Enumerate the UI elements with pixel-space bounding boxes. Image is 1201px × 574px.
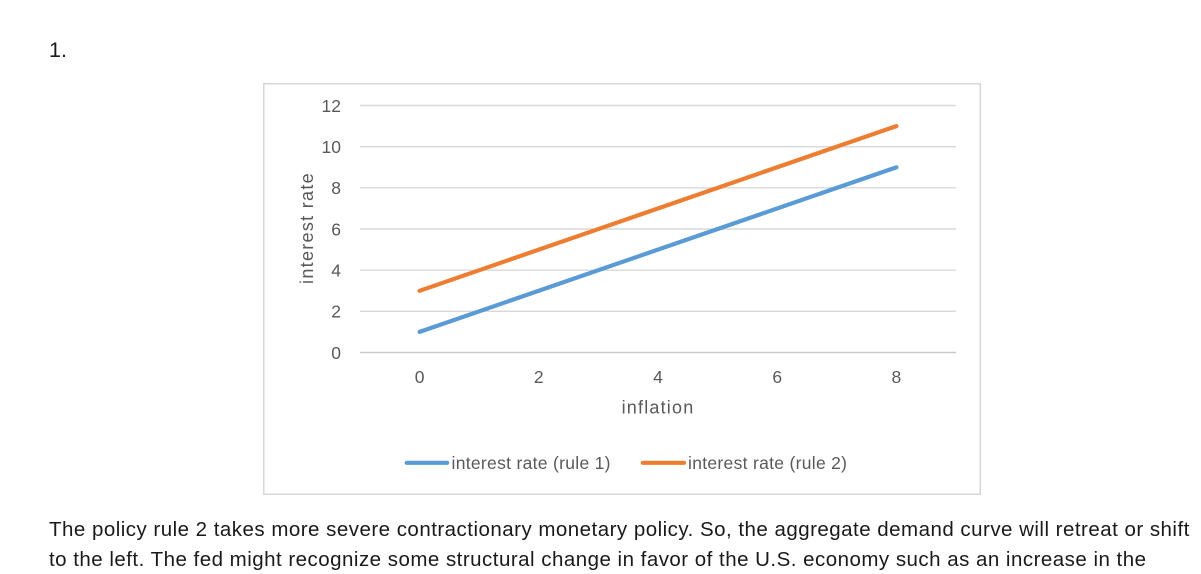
svg-text:8: 8 — [331, 178, 341, 198]
svg-text:6: 6 — [772, 367, 782, 387]
svg-text:6: 6 — [331, 219, 341, 239]
svg-text:inflation: inflation — [622, 398, 695, 418]
svg-text:12: 12 — [322, 96, 341, 116]
svg-text:10: 10 — [322, 137, 342, 157]
svg-text:0: 0 — [331, 343, 341, 363]
svg-text:4: 4 — [653, 367, 663, 387]
svg-text:2: 2 — [331, 302, 341, 322]
svg-text:2: 2 — [534, 367, 544, 387]
svg-text:8: 8 — [892, 367, 902, 387]
svg-text:interest rate (rule 1): interest rate (rule 1) — [452, 453, 611, 473]
svg-text:4: 4 — [331, 261, 341, 281]
svg-text:interest rate: interest rate — [297, 172, 317, 284]
svg-text:interest rate (rule 2): interest rate (rule 2) — [688, 453, 847, 473]
svg-text:0: 0 — [415, 367, 425, 387]
